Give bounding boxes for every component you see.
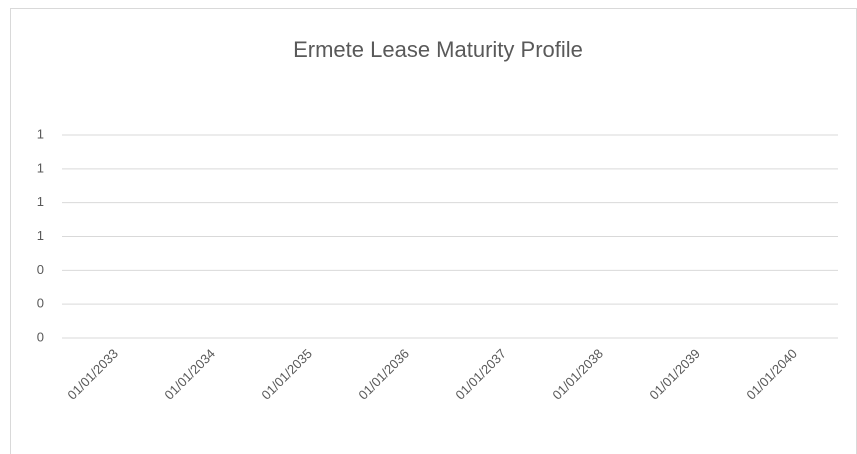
y-tick-label: 1	[37, 160, 44, 175]
chart-title: Ermete Lease Maturity Profile	[293, 37, 583, 62]
y-tick-label: 1	[37, 228, 44, 243]
y-tick-label: 1	[37, 126, 44, 141]
y-tick-label: 0	[37, 296, 44, 311]
y-tick-label: 0	[37, 262, 44, 277]
y-tick-label: 1	[37, 194, 44, 209]
y-tick-label: 0	[37, 329, 44, 344]
chart-border	[10, 8, 857, 454]
